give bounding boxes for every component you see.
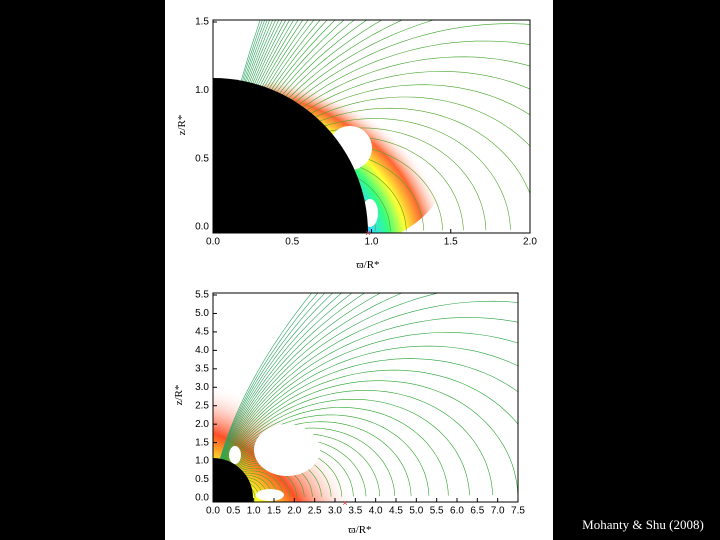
bottom-axes-frame [212, 292, 519, 503]
credit: Mohanty & Shu (2008) [582, 517, 704, 532]
top-field-image [213, 20, 530, 233]
x-tick-label: 4.0 [369, 506, 383, 517]
marker: × [342, 498, 347, 508]
x-tick-label: 2.0 [287, 506, 301, 517]
field-line [213, 293, 342, 498]
field-line [213, 293, 326, 498]
field-line [213, 293, 319, 498]
y-axis-label: z/R* [173, 385, 185, 406]
field-line [213, 293, 440, 498]
field-line [213, 293, 366, 498]
marker: × [365, 228, 370, 238]
x-tick-label: 3.5 [348, 506, 362, 517]
field-line [213, 20, 283, 233]
x-axis-label: ϖ/R* [356, 259, 379, 271]
field-line [213, 20, 287, 233]
field-line [213, 293, 403, 498]
x-tick-label: 0.0 [206, 506, 220, 517]
y-tick-label: 1.0 [195, 456, 209, 467]
field-line [213, 293, 353, 498]
field-line [213, 293, 334, 498]
x-tick-label: 5.5 [430, 506, 444, 517]
x-tick-label: 6.5 [470, 506, 484, 517]
y-axis-label: z/R* [176, 115, 188, 136]
y-tick-label: 1.5 [195, 17, 209, 28]
y-tick-label: 5.0 [195, 308, 209, 319]
y-tick-label: 1.5 [195, 437, 209, 448]
x-axis-label: ϖ/R* [348, 524, 371, 536]
x-tick-label: 7.5 [511, 506, 525, 517]
x-tick-label: 1.0 [365, 237, 379, 248]
field-line [213, 20, 280, 233]
y-tick-label: 2.5 [195, 400, 209, 411]
y-tick-label: 3.0 [195, 382, 209, 393]
y-tick-label: 1.0 [195, 85, 209, 96]
x-tick-label: 2.0 [523, 237, 537, 248]
field-line [213, 293, 313, 498]
y-tick-label: 2.0 [195, 419, 209, 430]
y-tick-label: 0.0 [195, 222, 209, 233]
x-tick-label: 0.5 [285, 237, 299, 248]
field-line [213, 293, 382, 498]
y-tick-label: 5.5 [195, 290, 209, 301]
field-line [213, 20, 276, 232]
y-tick-label: 4.5 [195, 327, 209, 338]
y-tick-label: 0.5 [195, 153, 209, 164]
y-tick-label: 0.0 [195, 493, 209, 504]
x-tick-label: 6.0 [450, 506, 464, 517]
x-tick-label: 4.5 [389, 506, 403, 517]
x-tick-label: 0.5 [226, 506, 240, 517]
x-tick-label: 2.5 [308, 506, 322, 517]
bottom-field-image [213, 293, 518, 502]
x-tick-label: 0.0 [206, 237, 220, 248]
x-tick-label: 3.0 [328, 506, 342, 517]
x-tick-label: 1.5 [444, 237, 458, 248]
y-tick-label: 4.0 [195, 345, 209, 356]
y-tick-label: 0.5 [195, 474, 209, 485]
x-tick-label: 1.5 [267, 506, 281, 517]
x-tick-label: 7.0 [491, 506, 505, 517]
x-tick-label: 5.0 [409, 506, 423, 517]
y-tick-label: 3.5 [195, 363, 209, 374]
x-tick-label: 1.0 [247, 506, 261, 517]
